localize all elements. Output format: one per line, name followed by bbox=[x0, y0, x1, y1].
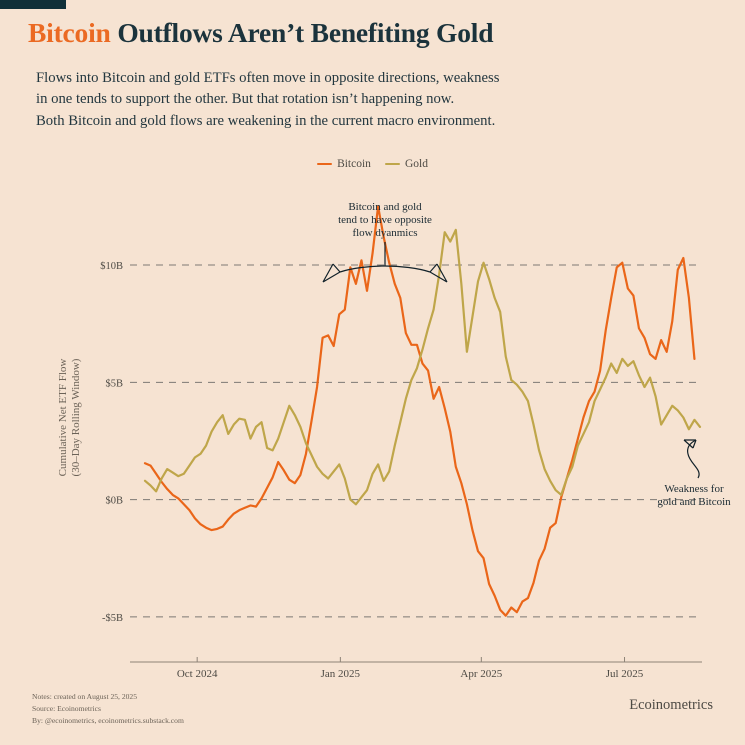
annotation-weakness-line-1: Weakness for bbox=[664, 483, 724, 495]
subtitle-line-3: Both Bitcoin and gold flows are weakenin… bbox=[36, 112, 496, 129]
series-line-bitcoin bbox=[143, 205, 696, 617]
series-lines bbox=[143, 205, 702, 617]
annotation-arrowhead-left bbox=[322, 263, 341, 283]
brand-wordmark: Ecoinometrics bbox=[629, 697, 713, 713]
y-axis-title-line-1: Cumulative Net ETF Flow bbox=[57, 359, 69, 477]
gridlines bbox=[130, 264, 702, 618]
series-line-gold bbox=[143, 228, 702, 506]
title-highlight: Bitcoin bbox=[28, 17, 111, 48]
annotation-weakness-line-2: gold and Bitcoin bbox=[657, 496, 731, 508]
chart-legend: Bitcoin Gold bbox=[0, 158, 745, 170]
annotation-opposite-line-3: flow dyanmics bbox=[352, 227, 417, 239]
annotation-branch-right bbox=[384, 265, 431, 273]
y-tick-$0B: $0B bbox=[105, 496, 123, 507]
x-tick-Oct 2024: Oct 2024 bbox=[177, 668, 218, 680]
subtitle-line-1: Flows into Bitcoin and gold ETFs often m… bbox=[36, 70, 500, 86]
footer-notes: Notes: created on August 25, 2025 Source… bbox=[32, 691, 184, 726]
annotation-weakness-curve bbox=[687, 439, 700, 479]
footer-line-2: Source: Ecoinometrics bbox=[32, 703, 101, 713]
legend-swatch-bitcoin bbox=[317, 162, 333, 166]
y-axis-title: Cumulative Net ETF Flow (30–Day Rolling W… bbox=[57, 358, 82, 476]
y-tick--$5B: -$5B bbox=[102, 613, 123, 624]
annotation-branch-left bbox=[339, 265, 386, 273]
legend-item-bitcoin[interactable]: Bitcoin bbox=[317, 158, 371, 170]
subtitle: Flows into Bitcoin and gold ETFs often m… bbox=[36, 68, 696, 132]
y-tick-$5B: $5B bbox=[105, 378, 123, 389]
title-rest: Outflows Aren’t Benefiting Gold bbox=[110, 17, 494, 48]
annotation-opposite-line-2: tend to have opposite bbox=[338, 214, 432, 226]
legend-swatch-gold bbox=[384, 162, 400, 166]
subtitle-line-2: in one tends to support the other. But t… bbox=[36, 91, 455, 108]
x-tick-Apr 2025: Apr 2025 bbox=[460, 668, 502, 680]
x-tick-Jan 2025: Jan 2025 bbox=[321, 668, 361, 680]
page-title: Bitcoin Outflows Aren’t Benefiting Gold bbox=[28, 17, 494, 49]
x-axis-tick-labels: Oct 2024 Jan 2025 Apr 2025 Jul 2025 bbox=[177, 657, 644, 680]
annotation-arrowhead-right bbox=[429, 263, 448, 283]
x-tick-Jul 2025: Jul 2025 bbox=[606, 668, 644, 680]
legend-item-gold[interactable]: Gold bbox=[384, 158, 428, 170]
annotation-weakness-arrowhead bbox=[683, 439, 697, 449]
legend-label-gold: Gold bbox=[404, 158, 428, 170]
y-axis-tick-labels: $10B $5B $0B -$5B bbox=[100, 261, 123, 624]
footer-line-3: By: @ecoinometrics, ecoinometrics.substa… bbox=[32, 715, 184, 725]
annotation-opposite-line-1: Bitcoin and gold bbox=[348, 201, 422, 213]
accent-bar bbox=[0, 0, 66, 9]
legend-label-bitcoin: Bitcoin bbox=[337, 158, 371, 170]
y-axis-title-line-2: (30–Day Rolling Window) bbox=[70, 358, 82, 476]
y-tick-$10B: $10B bbox=[100, 261, 123, 272]
footer-line-1: Notes: created on August 25, 2025 bbox=[32, 692, 138, 701]
